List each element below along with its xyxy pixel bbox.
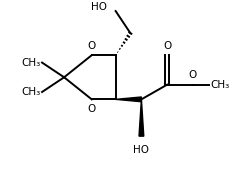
Text: HO: HO: [133, 145, 149, 155]
Text: O: O: [88, 104, 96, 114]
Text: O: O: [189, 70, 197, 80]
Text: HO: HO: [91, 2, 107, 12]
Text: CH₃: CH₃: [22, 58, 41, 68]
Text: O: O: [88, 41, 96, 51]
Text: O: O: [163, 41, 171, 51]
Text: CH₃: CH₃: [210, 80, 230, 90]
Polygon shape: [139, 99, 144, 136]
Polygon shape: [116, 97, 141, 102]
Text: CH₃: CH₃: [22, 87, 41, 97]
